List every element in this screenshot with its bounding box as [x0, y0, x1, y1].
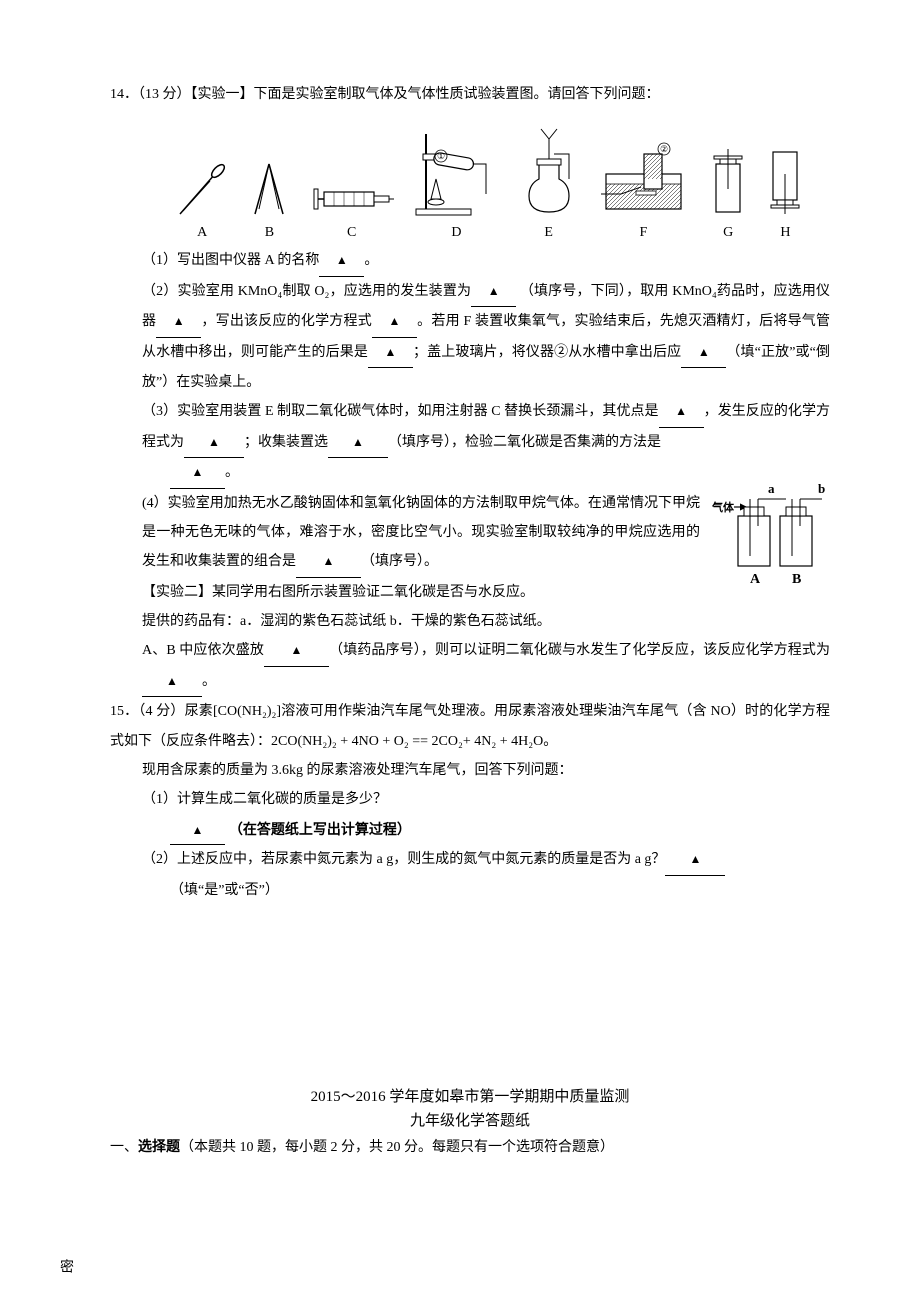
svg-text:A: A — [750, 572, 761, 587]
apparatus-h: H — [765, 144, 805, 241]
side-mark: 密 — [55, 1259, 75, 1273]
q14-intro: 14．（13 分）【实验一】下面是实验室制取气体及气体性质试验装置图。请回答下列… — [110, 80, 830, 109]
exp2-label: 【实验二】 — [142, 585, 212, 600]
q15-number: 15．（4 分） — [110, 704, 185, 719]
q15-intro-b: 现用含尿素的质量为 3.6kg 的尿素溶液处理汽车尾气，回答下列问题： — [110, 756, 830, 785]
q15-part2b: （填“是”或“否”） — [110, 876, 830, 905]
q15-intro-a: 尿素[CO(NH₂)₂]溶液可用作柴油汽车尾气处理液。用尿素溶液处理柴油汽车尾气… — [110, 704, 830, 748]
footer-subtitle: 九年级化学答题纸 — [110, 1109, 830, 1130]
exp2-qc: 。 — [202, 674, 216, 689]
exp2-supply-text: 提供的药品有：a．湿润的紫色石蕊试纸 b．干燥的紫色石蕊试纸。 — [142, 614, 551, 629]
apparatus-d-label: D — [451, 225, 461, 241]
syringe-icon — [309, 174, 394, 219]
svg-text:①: ① — [437, 151, 445, 161]
q15-part1: （1）计算生成二氧化碳的质量是多少？ — [110, 785, 830, 814]
q14-p2a: （2）实验室用 KMnO₄制取 O₂，应选用的发生装置为 — [142, 284, 471, 299]
apparatus-c: C — [309, 174, 394, 241]
tweezers-icon — [247, 159, 292, 219]
flask-funnel-icon — [519, 124, 579, 219]
apparatus-f-label: F — [639, 225, 647, 241]
q15-p2b-text: （填“是”或“否”） — [170, 883, 279, 898]
stand-tube-icon: ① — [411, 124, 501, 219]
q14-part3: （3）实验室用装置 E 制取二氧化碳气体时，如用注射器 C 替换长颈漏斗，其优点… — [110, 397, 830, 458]
q14-p3d: （填序号），检验二氧化碳是否集满的方法是 — [388, 435, 661, 450]
q14-p1-end: 。 — [364, 253, 378, 268]
q15-part1-note: （在答题纸上写出计算过程） — [110, 815, 830, 845]
q14-part2: （2）实验室用 KMnO₄制取 O₂，应选用的发生装置为 （填序号，下同），取用… — [110, 277, 830, 398]
svg-text:a: a — [768, 481, 775, 496]
q14-exp2-supply: 提供的药品有：a．湿润的紫色石蕊试纸 b．干燥的紫色石蕊试纸。 — [110, 607, 830, 636]
q15-part2: （2）上述反应中，若尿素中氮元素为 a g，则生成的氮气中氮元素的质量是否为 a… — [110, 845, 830, 875]
apparatus-e: E — [519, 124, 579, 241]
apparatus-g-label: G — [723, 225, 733, 241]
svg-text:②: ② — [660, 144, 668, 154]
q14-p4b: （填序号）。 — [361, 554, 438, 569]
q15-p2a: （2）上述反应中，若尿素中氮元素为 a g，则生成的氮气中氮元素的质量是否为 a… — [142, 852, 665, 867]
q14-part1: （1）写出图中仪器 A 的名称 。 — [110, 246, 830, 276]
svg-text:气体: 气体 — [711, 500, 735, 514]
spoon-icon — [175, 159, 230, 219]
blank — [319, 246, 364, 276]
blank — [372, 307, 417, 337]
exp2-qa: A、B 中应依次盛放 — [142, 643, 264, 658]
q14-p3e: 。 — [225, 465, 239, 480]
q14-p3c: ；收集装置选 — [244, 435, 328, 450]
q14-p1-text: （1）写出图中仪器 A 的名称 — [142, 253, 319, 268]
exp2-qb: （填药品序号），则可以证明二氧化碳与水发生了化学反应，该反应化学方程式为 — [329, 643, 830, 658]
svg-text:b: b — [818, 481, 825, 496]
blank — [170, 458, 225, 488]
svg-text:B: B — [792, 572, 801, 587]
blank — [170, 815, 225, 845]
section-bold: 选择题 — [138, 1138, 180, 1154]
blank — [156, 307, 201, 337]
apparatus-d: ① D — [411, 124, 501, 241]
q15-intro-b-text: 现用含尿素的质量为 3.6kg 的尿素溶液处理汽车尾气，回答下列问题： — [142, 763, 573, 778]
apparatus-h-label: H — [780, 225, 790, 241]
apparatus-g: G — [708, 144, 748, 241]
q14-exp1-intro: 下面是实验室制取气体及气体性质试验装置图。请回答下列问题： — [254, 87, 660, 102]
apparatus-a-label: A — [197, 225, 207, 241]
q14-p2c: ，写出该反应的化学方程式 — [201, 314, 372, 329]
water-trough-icon: ② — [596, 139, 691, 219]
q14-exp1-label: 【实验一】 — [191, 87, 254, 102]
blank — [368, 338, 413, 368]
q14-number: 14．（13 分） — [110, 87, 191, 102]
q14-p3a: （3）实验室用装置 E 制取二氧化碳气体时，如用注射器 C 替换长颈漏斗，其优点… — [142, 404, 659, 419]
apparatus-b: B — [247, 159, 292, 241]
footer: 2015～2016 学年度如皋市第一学期期中质量监测 九年级化学答题纸 一、选择… — [110, 1085, 830, 1156]
apparatus-e-label: E — [544, 225, 553, 241]
exp2-figure: 气体 a b A B — [710, 481, 830, 601]
blank — [264, 636, 329, 666]
blank — [659, 397, 704, 427]
blank — [665, 845, 725, 875]
q15-intro: 15．（4 分）尿素[CO(NH₂)₂]溶液可用作柴油汽车尾气处理液。用尿素溶液… — [110, 697, 830, 756]
apparatus-c-label: C — [347, 225, 356, 241]
blank — [142, 667, 202, 697]
apparatus-figure: A B C ① — [110, 109, 830, 246]
q15-p1-note-text: （在答题纸上写出计算过程） — [229, 821, 411, 837]
bottle-up-icon — [708, 144, 748, 219]
blank — [471, 277, 516, 307]
bottle-down-icon — [765, 144, 805, 219]
q14-p2e: ；盖上玻璃片，将仪器②从水槽中拿出后应 — [413, 345, 681, 360]
apparatus-b-label: B — [265, 225, 274, 241]
apparatus-f: ② F — [596, 139, 691, 241]
blank — [184, 428, 244, 458]
blank — [328, 428, 388, 458]
bottles-ab-icon: 气体 a b A B — [710, 481, 830, 596]
q15-p1-text: （1）计算生成二氧化碳的质量是多少？ — [142, 792, 387, 807]
blank — [681, 338, 726, 368]
q14-exp2-question: A、B 中应依次盛放 （填药品序号），则可以证明二氧化碳与水发生了化学反应，该反应… — [110, 636, 830, 697]
exp2-intro-text: 某同学用右图所示装置验证二氧化碳是否与水反应。 — [212, 585, 534, 600]
apparatus-a: A — [175, 159, 230, 241]
section-heading: 一、选择题（本题共 10 题，每小题 2 分，共 20 分。每题只有一个选项符合… — [110, 1136, 830, 1156]
footer-title: 2015～2016 学年度如皋市第一学期期中质量监测 — [110, 1085, 830, 1106]
blank — [296, 547, 361, 577]
